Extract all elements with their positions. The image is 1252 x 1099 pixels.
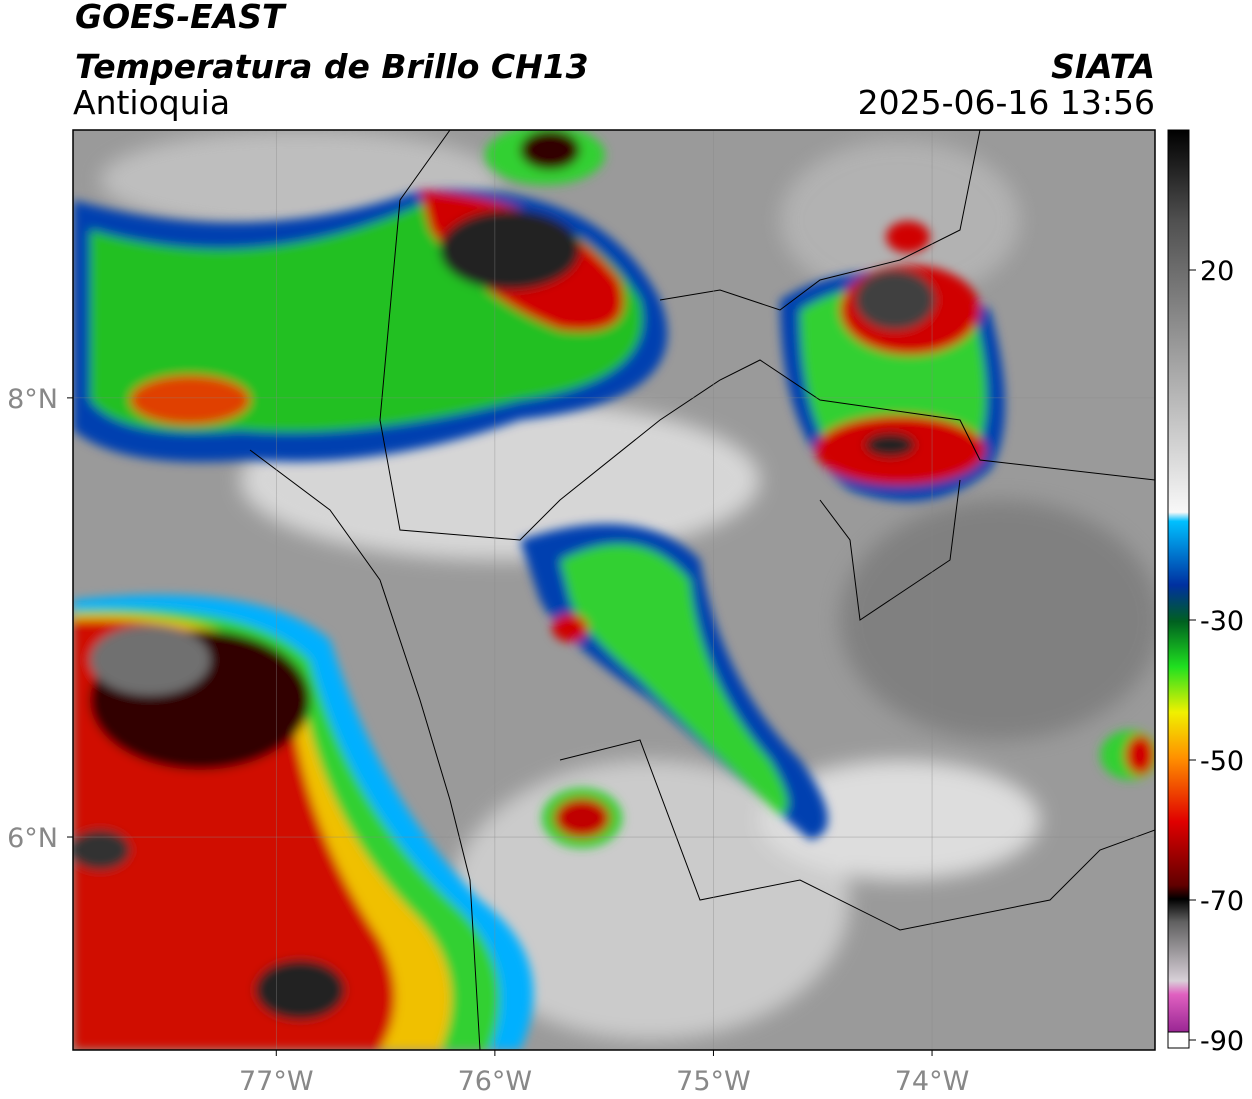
- y-tick-label: 6°N: [7, 823, 58, 854]
- colorbar-extension: [1167, 1031, 1190, 1049]
- x-tick-label: 77°W: [239, 1066, 314, 1097]
- colorbar-tick-label: 20: [1200, 256, 1234, 287]
- y-tick-label: 8°N: [7, 384, 58, 415]
- colorbar: [1167, 129, 1190, 1041]
- region: Antioquia: [73, 83, 230, 122]
- colorbar-tick-label: -90: [1200, 1026, 1244, 1057]
- colorbar-tick-label: -50: [1200, 746, 1244, 777]
- subtitle: Temperatura de Brillo CH13: [75, 47, 589, 86]
- x-tick-label: 74°W: [895, 1066, 970, 1097]
- x-tick-label: 75°W: [676, 1066, 751, 1097]
- x-tick-label: 76°W: [458, 1066, 533, 1097]
- source: SIATA: [1051, 47, 1155, 86]
- map-frame: [72, 129, 1156, 1051]
- satellite-image: [73, 130, 1155, 1050]
- graticule: [67, 130, 1155, 1056]
- colorbar-tick-label: -30: [1200, 606, 1244, 637]
- title: GOES-EAST: [75, 0, 287, 36]
- datetime: 2025-06-16 13:56: [858, 83, 1155, 122]
- colorbar-tick-label: -70: [1200, 886, 1244, 917]
